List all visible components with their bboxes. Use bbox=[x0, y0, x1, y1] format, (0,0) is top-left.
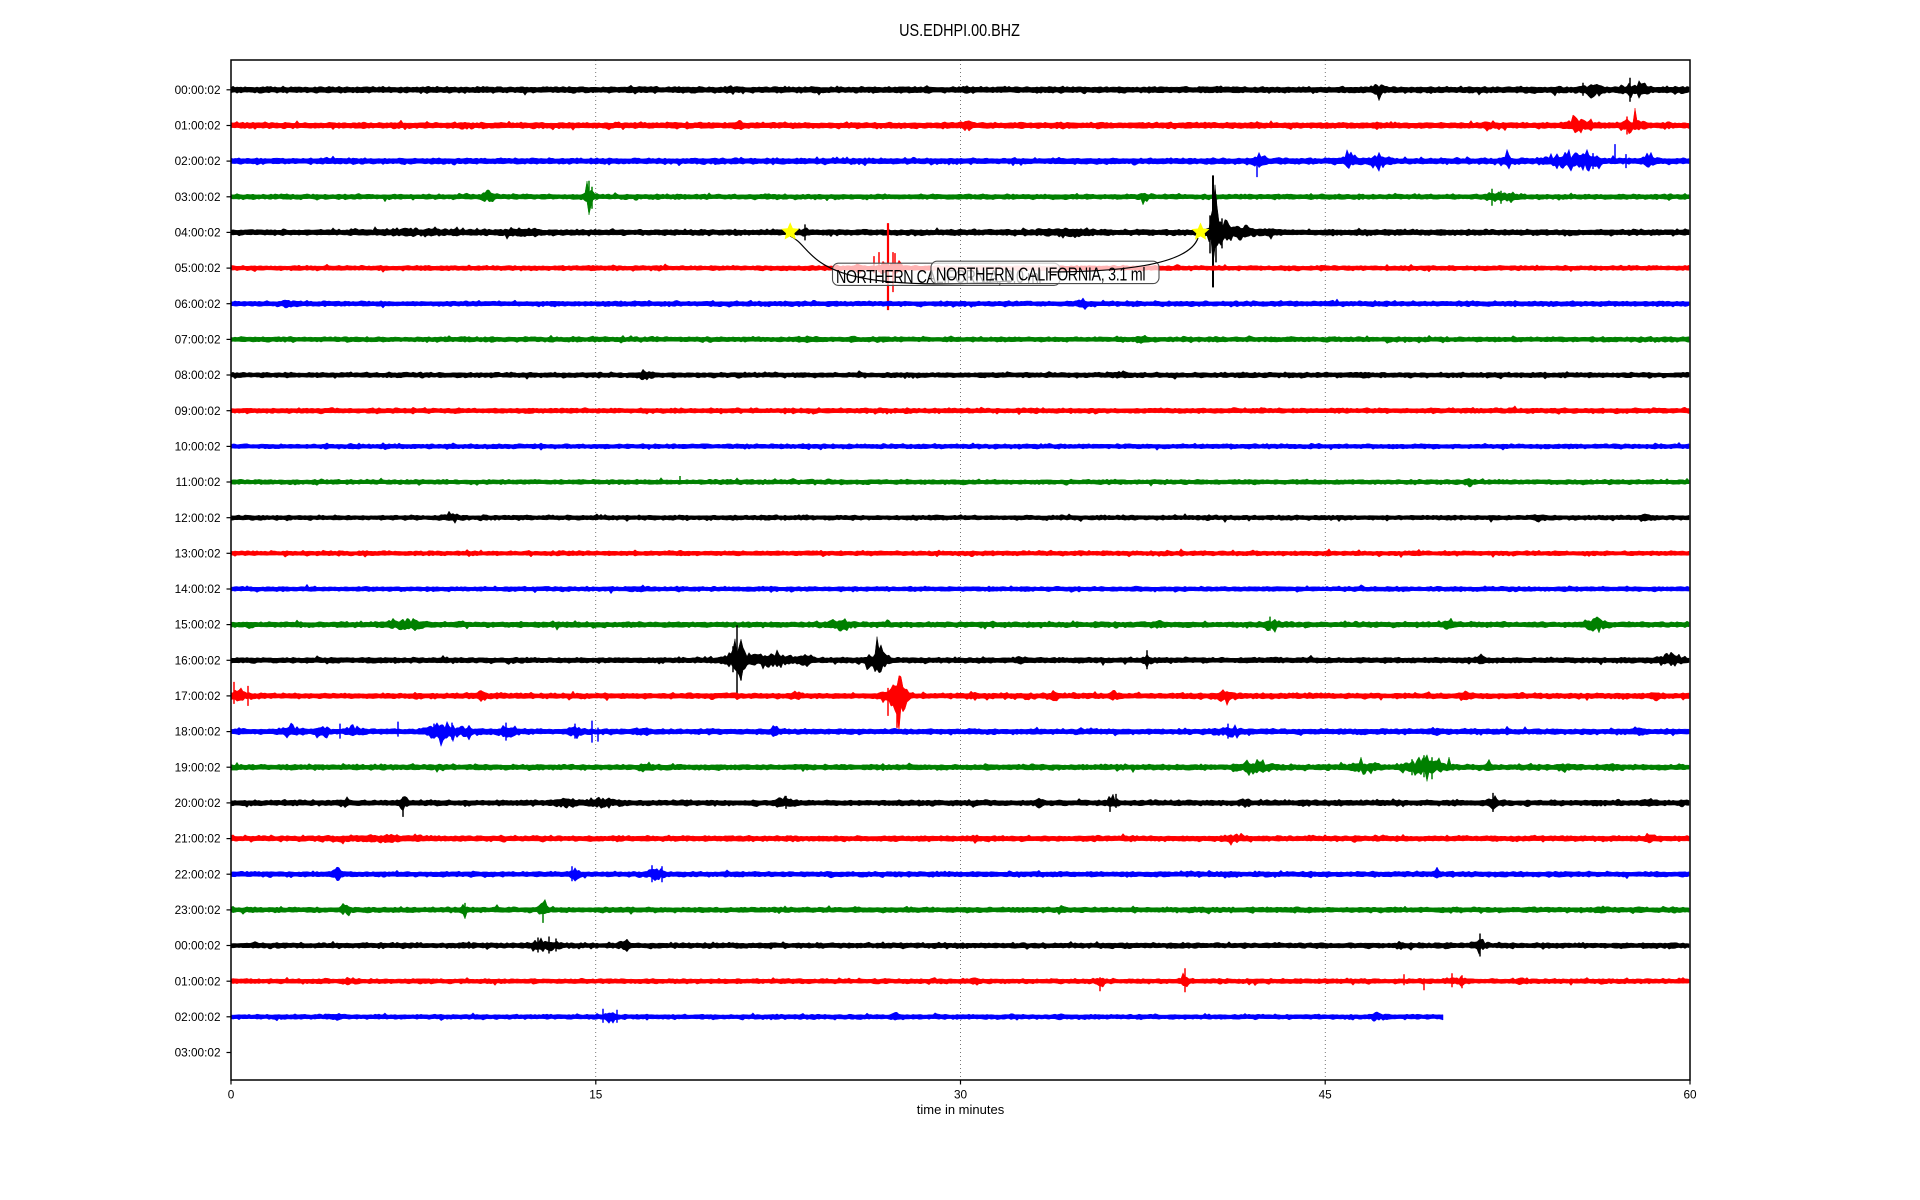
svg-text:07:00:02: 07:00:02 bbox=[175, 333, 221, 347]
svg-text:01:00:02: 01:00:02 bbox=[175, 119, 221, 133]
svg-text:03:00:02: 03:00:02 bbox=[175, 1046, 221, 1060]
svg-text:15: 15 bbox=[589, 1088, 603, 1102]
svg-text:08:00:02: 08:00:02 bbox=[175, 368, 221, 382]
svg-text:NORTHERN CALIFORNIA, 3.1 ml: NORTHERN CALIFORNIA, 3.1 ml bbox=[936, 264, 1145, 285]
svg-text:19:00:02: 19:00:02 bbox=[175, 760, 221, 774]
svg-text:20:00:02: 20:00:02 bbox=[175, 796, 221, 810]
svg-text:time in minutes: time in minutes bbox=[917, 1102, 1005, 1117]
svg-text:00:00:02: 00:00:02 bbox=[175, 939, 221, 953]
svg-text:21:00:02: 21:00:02 bbox=[175, 832, 221, 846]
svg-text:15:00:02: 15:00:02 bbox=[175, 618, 221, 632]
svg-text:22:00:02: 22:00:02 bbox=[175, 867, 221, 881]
svg-text:10:00:02: 10:00:02 bbox=[175, 440, 221, 454]
svg-text:16:00:02: 16:00:02 bbox=[175, 653, 221, 667]
svg-text:0: 0 bbox=[228, 1088, 235, 1102]
svg-text:04:00:02: 04:00:02 bbox=[175, 226, 221, 240]
svg-text:45: 45 bbox=[1319, 1088, 1333, 1102]
svg-text:05:00:02: 05:00:02 bbox=[175, 261, 221, 275]
svg-text:06:00:02: 06:00:02 bbox=[175, 297, 221, 311]
svg-text:60: 60 bbox=[1683, 1088, 1697, 1102]
svg-text:23:00:02: 23:00:02 bbox=[175, 903, 221, 917]
svg-text:09:00:02: 09:00:02 bbox=[175, 404, 221, 418]
svg-text:03:00:02: 03:00:02 bbox=[175, 190, 221, 204]
svg-text:18:00:02: 18:00:02 bbox=[175, 725, 221, 739]
svg-text:01:00:02: 01:00:02 bbox=[175, 974, 221, 988]
svg-text:US.EDHPI.00.BHZ: US.EDHPI.00.BHZ bbox=[899, 21, 1020, 41]
svg-text:17:00:02: 17:00:02 bbox=[175, 689, 221, 703]
svg-text:02:00:02: 02:00:02 bbox=[175, 1010, 221, 1024]
svg-text:11:00:02: 11:00:02 bbox=[175, 475, 220, 489]
svg-text:02:00:02: 02:00:02 bbox=[175, 154, 221, 168]
svg-text:12:00:02: 12:00:02 bbox=[175, 511, 221, 525]
svg-text:00:00:02: 00:00:02 bbox=[175, 83, 221, 97]
svg-text:14:00:02: 14:00:02 bbox=[175, 582, 221, 596]
svg-text:30: 30 bbox=[954, 1088, 968, 1102]
svg-text:13:00:02: 13:00:02 bbox=[175, 546, 221, 560]
